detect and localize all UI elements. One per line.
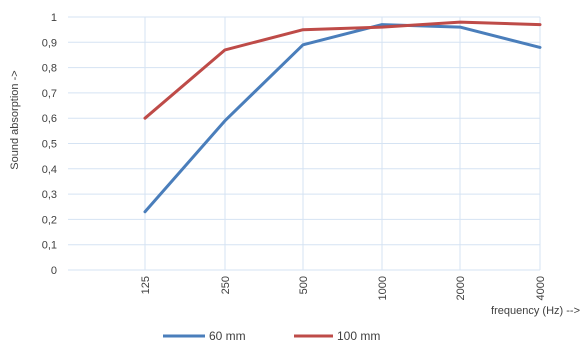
y-tick-label: 0 [51, 265, 57, 277]
y-tick-label: 0,3 [42, 189, 57, 201]
y-tick-label: 0,7 [42, 88, 57, 100]
legend: 60 mm 100 mm [163, 329, 380, 343]
x-tick-label: 250 [220, 276, 232, 294]
x-tick-label: 125 [140, 276, 152, 294]
x-tick-label: 500 [298, 276, 310, 294]
series-line-2 [143, 20, 542, 120]
x-axis-label: frequency (Hz) --> [491, 305, 580, 317]
y-axis-ticks: 0 0,1 0,2 0,3 0,4 0,5 0,6 0,7 0,8 0,9 1 [42, 12, 57, 277]
x-tick-label: 4000 [535, 276, 547, 300]
legend-label-1: 60 mm [209, 329, 246, 343]
gridlines [68, 16, 541, 271]
y-tick-label: 0,5 [42, 139, 57, 151]
y-tick-label: 0,9 [42, 37, 57, 49]
legend-label-2: 100 mm [337, 329, 380, 343]
x-axis-ticks: 125 250 500 1000 2000 4000 [140, 276, 547, 300]
series-lines [143, 20, 542, 214]
x-tick-label: 1000 [377, 276, 389, 300]
y-tick-label: 0,4 [42, 164, 57, 176]
y-tick-label: 0,6 [42, 113, 57, 125]
series-line-1 [143, 23, 542, 214]
x-tick-label: 2000 [455, 276, 467, 300]
y-tick-label: 0,1 [42, 240, 57, 252]
y-tick-label: 0,2 [42, 214, 57, 226]
y-tick-label: 0,8 [42, 63, 57, 75]
y-tick-label: 1 [51, 12, 57, 24]
y-axis-label: Sound absorption -> [9, 70, 21, 169]
